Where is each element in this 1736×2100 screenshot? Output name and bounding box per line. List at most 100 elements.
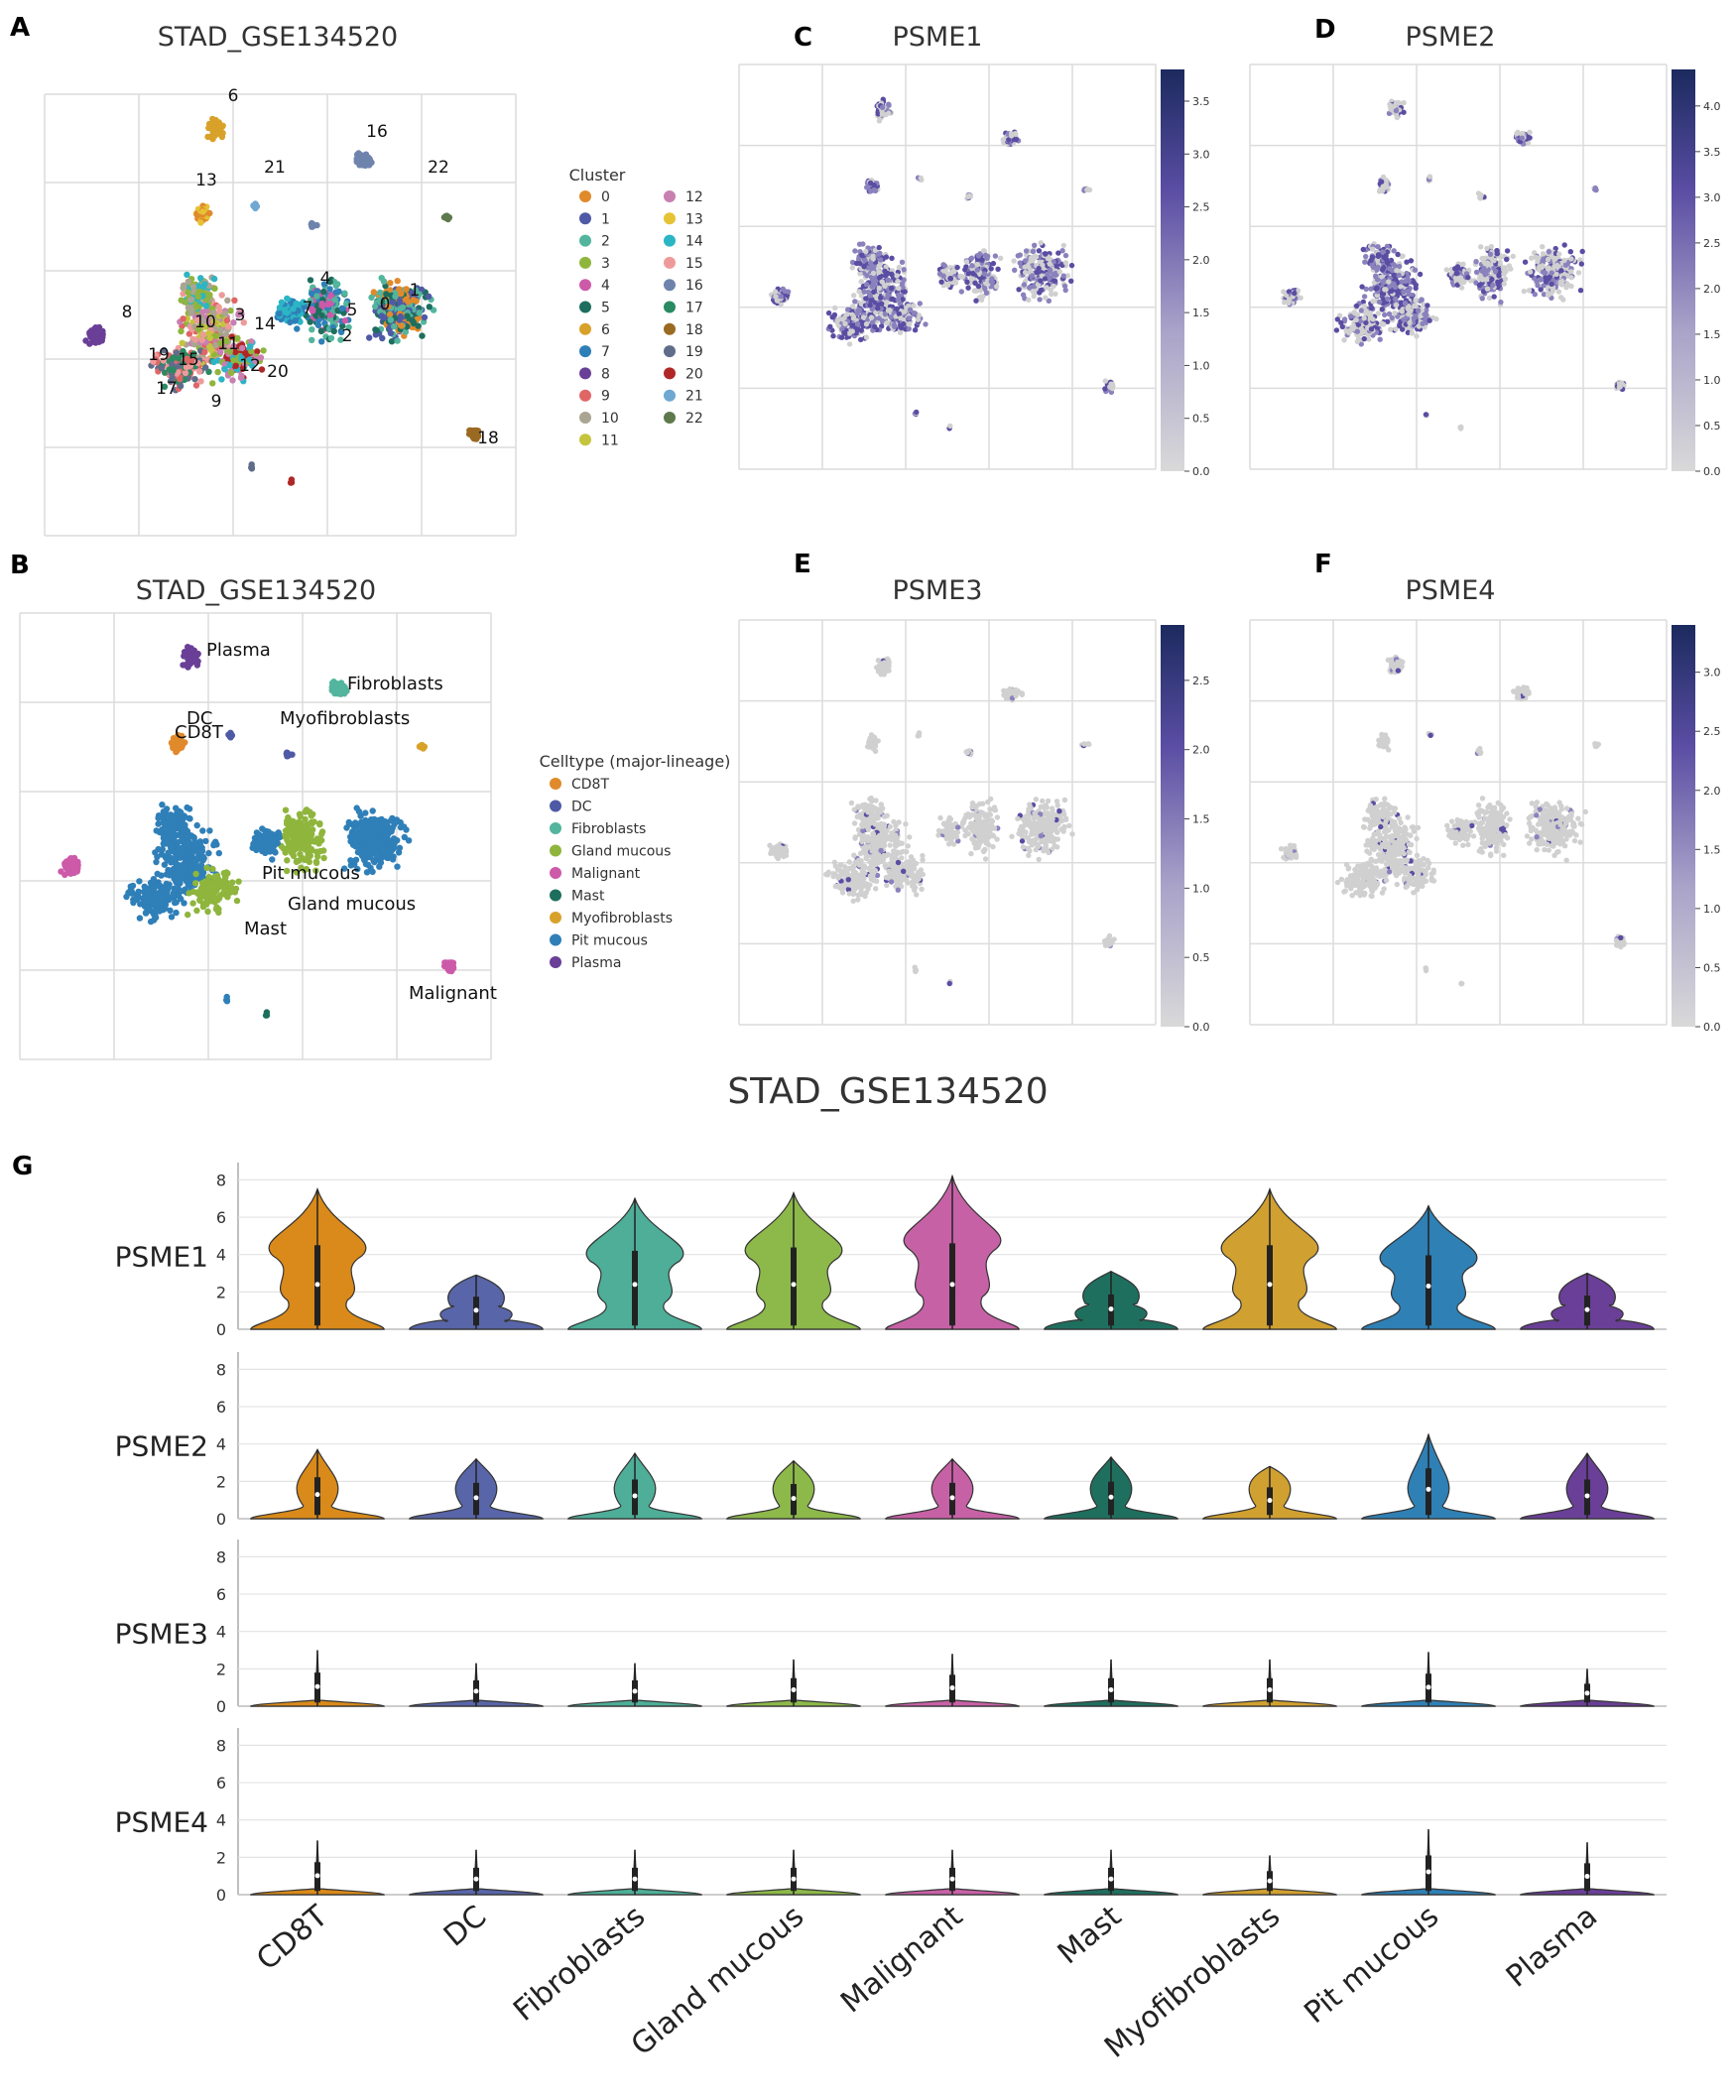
umap-point [198, 847, 206, 855]
umap-point [62, 871, 68, 878]
expr-point [1404, 259, 1410, 265]
umap-point [213, 875, 221, 883]
umap-point [224, 297, 231, 304]
expr-point [857, 308, 863, 313]
umap-point [276, 310, 283, 317]
umap-point [159, 802, 166, 808]
umap-point [238, 355, 245, 362]
expr-point [1363, 308, 1369, 314]
colorbar-tick-label: 1.0 [1192, 359, 1210, 372]
umap-point [211, 285, 218, 293]
umap-point [355, 807, 363, 815]
expr-point [1084, 186, 1090, 193]
expr-point [1068, 278, 1074, 284]
expr-point [1049, 291, 1054, 298]
cluster-label-16: 16 [366, 122, 388, 142]
expr-point [1392, 296, 1399, 303]
expr-point [1037, 290, 1043, 296]
expr-point [876, 118, 883, 124]
umap-point [186, 330, 193, 337]
legend-label-cluster-1: 1 [601, 211, 610, 227]
umap-point [199, 827, 206, 834]
umap-point [307, 318, 313, 325]
umap-point [197, 868, 205, 876]
expr-point [1406, 311, 1412, 317]
umap-point [187, 297, 194, 304]
umap-point [294, 830, 301, 837]
expr-point [1016, 287, 1022, 293]
expr-point [962, 267, 968, 273]
expr-point [1425, 303, 1430, 309]
expr-point [876, 285, 882, 292]
umap-point [396, 844, 404, 851]
umap-point [263, 1009, 271, 1016]
expr-point [1361, 294, 1368, 300]
umap-point [318, 311, 325, 319]
umap-point [199, 208, 206, 215]
expr-point [831, 311, 838, 318]
umap-point [419, 332, 426, 339]
expr-point [1026, 264, 1032, 271]
cluster-label-8: 8 [122, 303, 133, 322]
expr-point [902, 309, 908, 314]
expr-point [895, 297, 902, 303]
umap-point [86, 340, 93, 347]
expr-point [1369, 254, 1376, 260]
umap-point [197, 861, 205, 869]
celltype-map-label-7: Mast [244, 919, 287, 939]
umap-point [207, 346, 215, 354]
legend-swatch-cluster-7 [579, 345, 591, 358]
umap-point [172, 899, 179, 907]
umap-point [259, 840, 266, 847]
umap-point [232, 362, 239, 369]
expr-point [1375, 244, 1381, 250]
umap-point [185, 278, 191, 286]
colorbar-tick-label: 0.0 [1192, 465, 1210, 478]
umap-point [234, 334, 241, 342]
expr-point [1060, 242, 1067, 249]
umap-point [302, 808, 309, 815]
umap-point [170, 823, 178, 830]
celltype-map-label-5: Pit mucous [262, 863, 360, 884]
expr-point [1354, 328, 1361, 334]
expr-point [1491, 294, 1497, 300]
expr-point [842, 320, 848, 326]
expr-point [970, 271, 976, 277]
umap-point [231, 297, 238, 304]
expr-point [906, 325, 912, 332]
expr-point [1347, 327, 1354, 333]
umap-point [200, 853, 207, 861]
umap-point [169, 355, 176, 363]
umap-point [316, 820, 323, 827]
umap-point [387, 329, 395, 337]
expr-point [1361, 328, 1367, 334]
expr-point [982, 252, 989, 258]
umap-point [166, 881, 173, 889]
expr-point [1379, 267, 1386, 273]
umap-point [135, 888, 142, 896]
umap-point [230, 319, 237, 326]
umap-point [362, 847, 370, 854]
umap-point [309, 326, 315, 333]
umap-point [248, 461, 255, 468]
umap-point [339, 322, 346, 329]
umap-point [155, 879, 162, 886]
umap-point [161, 346, 168, 354]
umap-point [193, 662, 201, 669]
expr-point [863, 321, 870, 327]
umap-point [197, 378, 204, 385]
umap-point [371, 815, 378, 823]
colorbar-c [1161, 69, 1184, 471]
expr-point [906, 315, 912, 321]
umap-point [217, 348, 224, 356]
expr-point [889, 285, 895, 292]
umap-point [186, 815, 193, 822]
legend-label-cluster-11: 11 [601, 432, 619, 448]
expr-point [1399, 309, 1406, 314]
legend-label-celltype: Fibroblasts [571, 821, 646, 837]
umap-point [237, 374, 245, 381]
umap-point [361, 841, 369, 848]
umap-point [235, 878, 242, 885]
umap-point [247, 343, 254, 350]
expr-point [917, 301, 923, 307]
